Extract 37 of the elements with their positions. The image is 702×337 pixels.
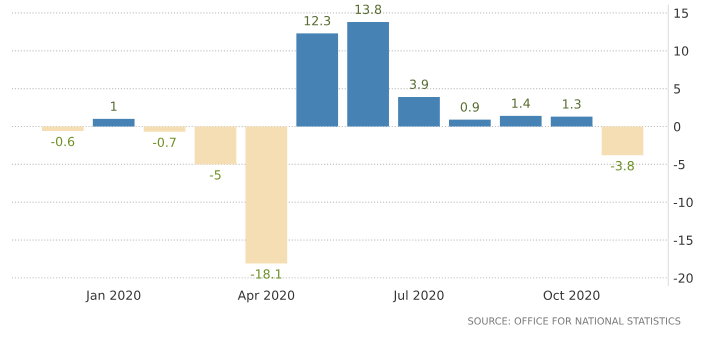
y-tick-label: 5	[674, 84, 680, 94]
bar	[500, 116, 542, 126]
data-label: 3.9	[410, 80, 428, 89]
y-tick-label: -5	[674, 160, 685, 170]
y-tick-label: -10	[674, 198, 693, 208]
bar	[92, 118, 135, 126]
y-tick-label: -20	[674, 273, 693, 283]
bar	[602, 126, 644, 156]
source-note: SOURCE: OFFICE FOR NATIONAL STATISTICS	[468, 317, 680, 325]
bar	[296, 33, 338, 126]
y-tick-label: 0	[674, 122, 680, 132]
data-label: -18.1	[250, 269, 282, 279]
data-label: 13.8	[356, 4, 382, 14]
data-label: 1.3	[563, 99, 581, 109]
y-tick-label: 10	[674, 46, 688, 56]
y-tick-label: 15	[674, 8, 688, 18]
data-label: 12.3	[304, 16, 330, 26]
x-tick-label: Oct 2020	[544, 290, 600, 300]
data-label: -0.7	[152, 138, 176, 148]
bar	[550, 116, 592, 126]
data-label: -5	[210, 170, 221, 180]
y-tick-label: -15	[674, 236, 692, 245]
bar	[449, 120, 491, 126]
bar	[347, 22, 389, 126]
x-tick-label: Apr 2020	[238, 290, 294, 302]
data-label: 1	[111, 102, 117, 111]
bar	[245, 126, 288, 264]
data-label: 1.4	[512, 98, 530, 108]
bar	[194, 126, 236, 164]
data-label: -3.8	[610, 161, 634, 170]
bar	[398, 96, 440, 126]
x-tick-label: Jul 2020	[392, 290, 444, 302]
x-tick-label: Jan 2020	[86, 290, 140, 302]
bar	[42, 126, 84, 132]
data-label: -0.6	[51, 136, 74, 146]
bar	[144, 126, 186, 132]
data-label: 0.9	[460, 102, 479, 112]
